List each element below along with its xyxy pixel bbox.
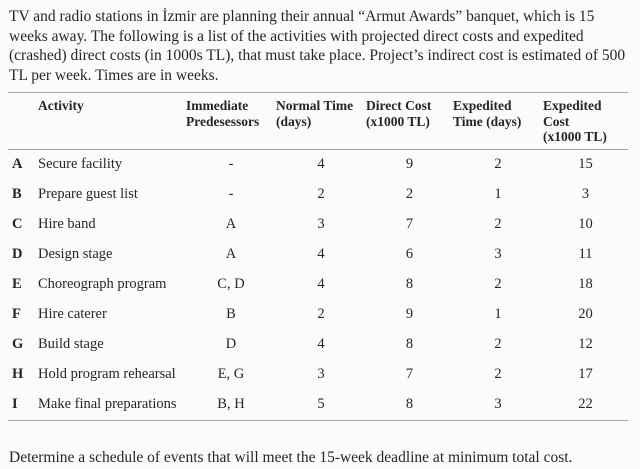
- cell-normal-time: 4: [317, 155, 325, 172]
- cell-predecessors: A: [225, 215, 237, 232]
- header-line: Activity: [38, 98, 84, 113]
- cell-direct-cost: 7: [405, 215, 414, 232]
- header-immediate-predecessors: Immediate Predesessors: [186, 98, 276, 129]
- cell-expedited-time: 3: [494, 245, 502, 262]
- cell-expedited-time: 2: [494, 365, 502, 382]
- problem-intro-paragraph: TV and radio stations in İzmir are plann…: [9, 8, 626, 84]
- table-row: E Choreograph program C, D 4 8 2 18: [8, 270, 628, 300]
- table-row: G Build stage D 4 8 2 12: [8, 330, 628, 360]
- cell-id: C: [12, 215, 23, 232]
- table-header-rule: [8, 148, 628, 150]
- cell-id: D: [12, 245, 23, 262]
- cell-direct-cost: 2: [405, 185, 414, 202]
- cell-id: B: [12, 185, 22, 202]
- cell-predecessors: B, H: [217, 395, 245, 412]
- cell-expedited-time: 1: [494, 185, 502, 202]
- cell-id: E: [12, 275, 22, 292]
- cell-normal-time: 4: [317, 275, 325, 292]
- header-line: (x1000 TL): [543, 129, 607, 144]
- cell-expedited-cost: 18: [578, 275, 593, 292]
- header-line: Normal Time: [276, 98, 354, 113]
- cell-normal-time: 4: [317, 245, 325, 262]
- problem-question: Determine a schedule of events that will…: [9, 448, 573, 466]
- cell-activity: Design stage: [38, 245, 113, 262]
- cell-predecessors: C, D: [217, 275, 245, 292]
- cell-predecessors: D: [225, 335, 237, 352]
- table-row: H Hold program rehearsal E, G 3 7 2 17: [8, 360, 628, 390]
- cell-expedited-cost: 12: [578, 335, 593, 352]
- activity-table: Activity Immediate Predesessors Normal T…: [8, 92, 628, 421]
- table-row: A Secure facility - 4 9 2 15: [8, 150, 628, 180]
- cell-activity: Choreograph program: [38, 275, 167, 292]
- cell-activity: Prepare guest list: [38, 185, 138, 202]
- header-normal-time: Normal Time (days): [276, 98, 366, 129]
- table-row: D Design stage A 4 6 3 11: [8, 240, 628, 270]
- cell-activity: Build stage: [38, 335, 104, 352]
- cell-expedited-time: 2: [494, 275, 502, 292]
- cell-predecessors: B: [226, 305, 236, 322]
- cell-expedited-cost: 20: [578, 305, 593, 322]
- cell-activity: Make final preparations: [38, 395, 177, 412]
- cell-expedited-time: 3: [494, 395, 502, 412]
- header-activity: Activity: [32, 98, 186, 114]
- cell-id: G: [12, 335, 24, 352]
- cell-id: F: [12, 305, 21, 322]
- cell-normal-time: 2: [317, 305, 325, 322]
- cell-expedited-cost: 3: [581, 185, 590, 202]
- header-line: (days): [276, 113, 312, 129]
- table-body: A Secure facility -4 9 2 15 B Prepare guest lis…: [8, 150, 628, 420]
- cell-direct-cost: 7: [405, 365, 414, 382]
- cell-direct-cost: 6: [405, 245, 414, 262]
- table-header-row: Activity Immediate Predesessors Normal T…: [8, 93, 628, 149]
- cell-expedited-cost: 22: [578, 395, 593, 412]
- table-row: B Prepare guest list - 2 2 1 3: [8, 180, 628, 210]
- cell-activity: Hire band: [38, 215, 96, 232]
- cell-activity: Secure facility: [38, 155, 123, 172]
- cell-normal-time: 3: [317, 365, 325, 382]
- cell-normal-time: 4: [317, 335, 325, 352]
- cell-predecessors: -: [228, 185, 234, 202]
- header-line: (x1000 TL): [366, 113, 430, 129]
- cell-expedited-cost: 11: [578, 245, 593, 262]
- header-direct-cost: Direct Cost (x1000 TL): [366, 98, 453, 129]
- cell-expedited-time: 2: [494, 155, 502, 172]
- cell-direct-cost: 8: [405, 275, 414, 292]
- table-row: I Make final preparations B, H 5 8 3 22: [8, 390, 628, 420]
- cell-expedited-time: 2: [494, 335, 502, 352]
- cell-id: I: [12, 395, 18, 412]
- cell-id: A: [12, 155, 23, 172]
- header-expedited-time: Expedited Time (days): [453, 98, 543, 129]
- header-line: Predesessors: [186, 113, 260, 129]
- cell-predecessors: A: [225, 245, 237, 262]
- cell-direct-cost: 9: [405, 305, 414, 322]
- header-line: Direct Cost: [366, 98, 432, 113]
- table-top-rule: [8, 92, 628, 93]
- cell-activity: Hire caterer: [38, 305, 107, 322]
- cell-direct-cost: 8: [405, 395, 414, 412]
- cell-expedited-cost: 10: [578, 215, 593, 232]
- cell-direct-cost: 8: [405, 335, 414, 352]
- problem-page: TV and radio stations in İzmir are plann…: [0, 7, 640, 469]
- header-line: Expedited: [453, 98, 512, 113]
- table-row: C Hire band A 3 7 2 10: [8, 210, 628, 240]
- cell-normal-time: 2: [317, 185, 325, 202]
- cell-activity: Hold program rehearsal: [38, 365, 176, 382]
- cell-predecessors: -: [228, 155, 234, 172]
- cell-expedited-time: 2: [494, 215, 502, 232]
- cell-expedited-time: 1: [494, 305, 502, 322]
- cell-direct-cost: 9: [405, 155, 414, 172]
- table-row: F Hire caterer B 2 9 1 20: [8, 300, 628, 330]
- cell-id: H: [12, 365, 24, 382]
- header-expedited-cost: Expedited Cost (x1000 TL): [543, 98, 628, 145]
- table-bottom-rule: [8, 419, 628, 421]
- cell-expedited-cost: 15: [578, 155, 593, 172]
- header-line: Immediate: [186, 98, 249, 113]
- cell-normal-time: 5: [317, 395, 325, 412]
- cell-expedited-cost: 17: [578, 365, 593, 382]
- cell-predecessors: E, G: [217, 365, 245, 382]
- cell-normal-time: 3: [317, 215, 325, 232]
- header-line: Time (days): [453, 113, 522, 129]
- header-line: Expedited Cost: [543, 98, 602, 129]
